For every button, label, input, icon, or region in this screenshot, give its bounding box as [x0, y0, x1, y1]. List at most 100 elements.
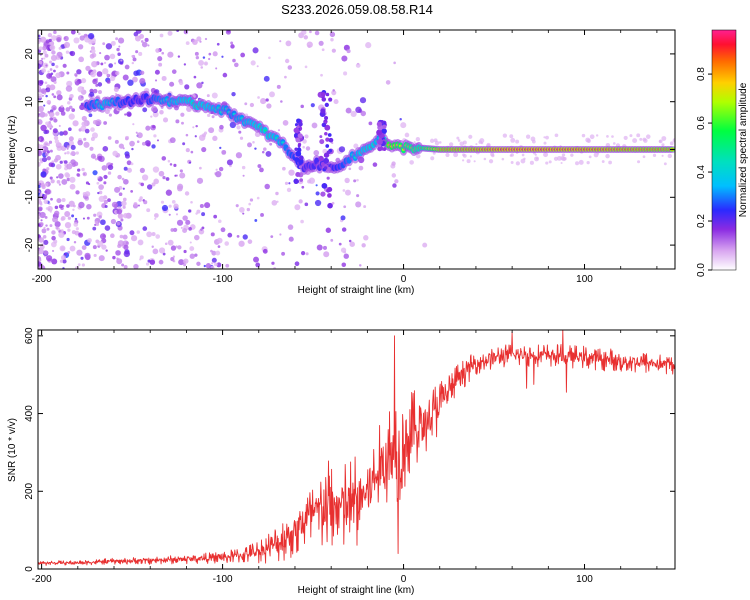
noise-blob — [133, 202, 138, 207]
noise-blob — [394, 179, 399, 184]
noise-blob — [215, 170, 222, 178]
noise-blob — [661, 154, 664, 157]
flare-blob — [294, 147, 298, 151]
noise-blob — [140, 40, 144, 43]
noise-blob — [97, 82, 103, 87]
snr-line — [38, 330, 675, 566]
noise-blob — [215, 67, 218, 70]
noise-blob — [51, 230, 56, 235]
noise-blob — [51, 35, 57, 41]
noise-blob — [76, 249, 83, 256]
noise-blob — [90, 136, 95, 141]
noise-blob — [53, 30, 57, 35]
noise-blob — [667, 153, 672, 159]
noise-blob — [575, 161, 580, 166]
noise-blob — [141, 174, 149, 181]
noise-blob — [167, 51, 174, 58]
noise-blob — [325, 227, 332, 233]
flare-blob — [323, 166, 328, 170]
noise-blob — [123, 178, 129, 185]
noise-blob — [117, 58, 124, 65]
noise-blob — [483, 157, 487, 161]
noise-blob — [59, 245, 66, 252]
noise-blob — [459, 141, 465, 147]
noise-blob — [102, 42, 106, 46]
flare-blob — [325, 92, 330, 97]
noise-blob — [307, 179, 312, 184]
noise-blob — [235, 152, 243, 159]
noise-blob — [264, 183, 270, 190]
noise-blob — [123, 250, 131, 258]
noise-blob — [117, 37, 125, 44]
noise-blob — [78, 32, 81, 36]
noise-blob — [39, 202, 43, 206]
noise-blob — [69, 183, 76, 190]
noise-blob — [200, 66, 204, 69]
noise-blob — [126, 160, 132, 166]
noise-blob — [560, 161, 563, 164]
noise-blob — [473, 160, 476, 163]
flare-blob — [376, 129, 383, 136]
noise-blob — [138, 51, 143, 56]
noise-blob — [84, 128, 90, 134]
noise-blob — [122, 197, 127, 202]
noise-blob — [318, 40, 324, 46]
noise-blob — [224, 241, 230, 246]
noise-blob — [171, 69, 177, 74]
noise-blob — [49, 149, 53, 153]
noise-blob — [175, 119, 180, 124]
noise-blob — [129, 140, 135, 147]
noise-blob — [97, 155, 103, 161]
noise-blob — [110, 233, 115, 239]
noise-blob — [457, 139, 461, 142]
x-tick-label: -200 — [32, 274, 52, 285]
noise-blob — [49, 224, 53, 228]
x-tick-label: 100 — [576, 274, 593, 285]
noise-blob — [61, 198, 66, 202]
noise-blob — [204, 62, 208, 66]
noise-blob — [211, 250, 217, 256]
noise-blob — [161, 75, 167, 82]
noise-blob — [104, 204, 108, 208]
noise-blob — [288, 169, 295, 176]
noise-blob — [86, 203, 92, 210]
noise-blob — [67, 101, 71, 105]
noise-blob — [298, 199, 303, 204]
noise-blob — [213, 262, 218, 267]
noise-blob — [561, 153, 566, 157]
noise-blob — [342, 189, 346, 192]
flare-blob — [299, 178, 304, 182]
noise-blob — [162, 252, 166, 256]
noise-blob — [50, 197, 53, 201]
noise-blob — [70, 150, 76, 156]
noise-blob — [76, 173, 80, 177]
noise-blob — [639, 137, 643, 141]
noise-blob — [475, 143, 478, 146]
noise-blob — [181, 121, 184, 125]
noise-blob — [136, 140, 140, 143]
x-tick-label: 0 — [401, 574, 407, 585]
noise-blob — [268, 56, 271, 60]
noise-blob — [210, 232, 215, 237]
noise-blob — [196, 177, 204, 184]
noise-blob — [51, 93, 55, 96]
noise-blob — [266, 103, 272, 109]
x-tick-label: -200 — [32, 574, 52, 585]
noise-blob — [131, 61, 134, 65]
noise-blob — [176, 219, 184, 226]
noise-blob — [65, 107, 71, 112]
noise-blob — [107, 164, 114, 171]
noise-blob — [632, 138, 638, 144]
noise-blob — [399, 118, 402, 121]
noise-blob — [314, 30, 320, 36]
noise-blob — [48, 208, 51, 211]
noise-blob — [196, 209, 201, 214]
noise-blob — [105, 43, 113, 50]
flare-blob — [298, 155, 304, 161]
noise-blob — [72, 208, 75, 211]
flare-blob — [324, 132, 328, 136]
noise-blob — [99, 233, 107, 240]
noise-blob — [119, 234, 124, 239]
noise-blob — [294, 204, 301, 211]
